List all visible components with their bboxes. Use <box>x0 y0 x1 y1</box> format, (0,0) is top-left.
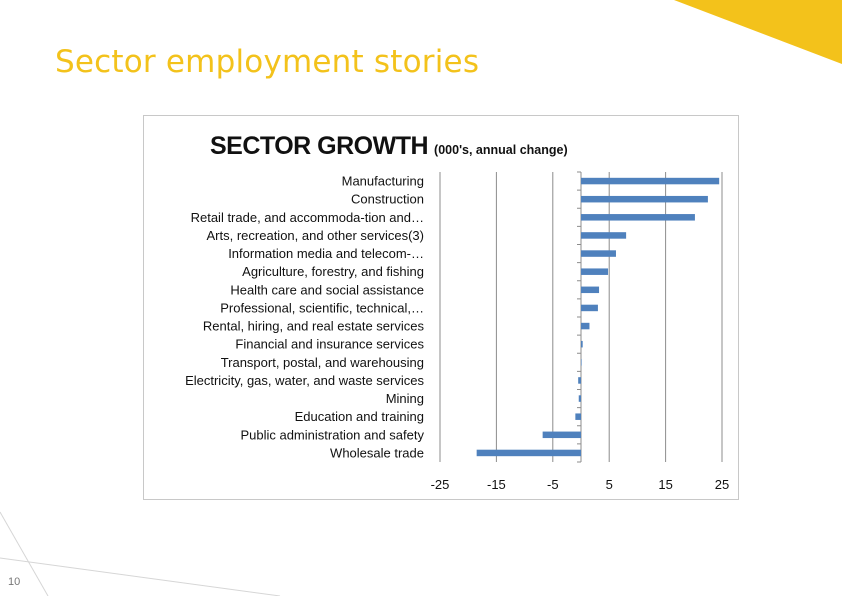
bar <box>476 449 581 457</box>
footer-decoration <box>0 511 281 596</box>
bar <box>575 413 581 420</box>
category-label: Financial and insurance services <box>235 337 424 352</box>
category-label: Information media and telecom-… <box>228 246 424 261</box>
chart-title: SECTOR GROWTH <box>210 132 429 160</box>
x-tick-label: -25 <box>431 477 450 492</box>
category-label: Construction <box>351 192 424 207</box>
footer-line-diagonal <box>0 511 49 596</box>
chart-frame: SECTOR GROWTH (000's, annual change) Man… <box>143 115 739 500</box>
bar <box>581 304 598 312</box>
bar-chart: Manufacturing Construction Retail trade, a… <box>185 171 729 492</box>
category-label: Public administration and safety <box>240 427 424 442</box>
bar <box>581 195 708 203</box>
x-tick-label: 5 <box>606 477 613 492</box>
page-number: 10 <box>8 576 21 588</box>
category-label: Mining <box>386 391 424 406</box>
category-label: Education and training <box>295 409 424 424</box>
slide-title: Sector employment stories <box>55 44 480 80</box>
category-label: Electricity, gas, water, and waste servi… <box>185 373 424 388</box>
x-tick-label: -5 <box>547 477 559 492</box>
corner-accent-shape <box>674 0 842 64</box>
category-label: Professional, scientific, technical,… <box>220 300 424 315</box>
bar <box>581 322 590 330</box>
category-label: Transport, postal, and warehousing <box>221 355 424 370</box>
bar <box>578 377 581 384</box>
chart-subtitle: (000's, annual change) <box>434 143 568 157</box>
bar <box>581 214 695 221</box>
bar <box>581 232 627 239</box>
bar <box>581 268 609 275</box>
category-label: Agriculture, forestry, and fishing <box>242 264 424 279</box>
corner-accent-triangle <box>674 0 842 64</box>
category-label: Manufacturing <box>342 174 424 189</box>
bar <box>581 286 600 294</box>
x-tick-label: 25 <box>715 477 729 492</box>
bar <box>581 340 583 348</box>
bar <box>542 431 581 439</box>
bar <box>581 250 616 257</box>
x-tick-label: -15 <box>487 477 506 492</box>
category-label: Rental, hiring, and real estate services <box>203 319 425 334</box>
bar <box>578 395 581 402</box>
x-tick-label: 15 <box>658 477 672 492</box>
chart-heading: SECTOR GROWTH (000's, annual change) <box>210 132 568 161</box>
category-label: Health care and social assistance <box>230 282 424 297</box>
category-label: Wholesale trade <box>330 445 424 460</box>
category-label: Retail trade, and accommoda-tion and… <box>191 210 424 225</box>
footer-line-horizontal <box>0 557 281 596</box>
bar <box>581 359 582 366</box>
category-label: Arts, recreation, and other services(3) <box>207 228 424 243</box>
bar <box>581 177 720 185</box>
